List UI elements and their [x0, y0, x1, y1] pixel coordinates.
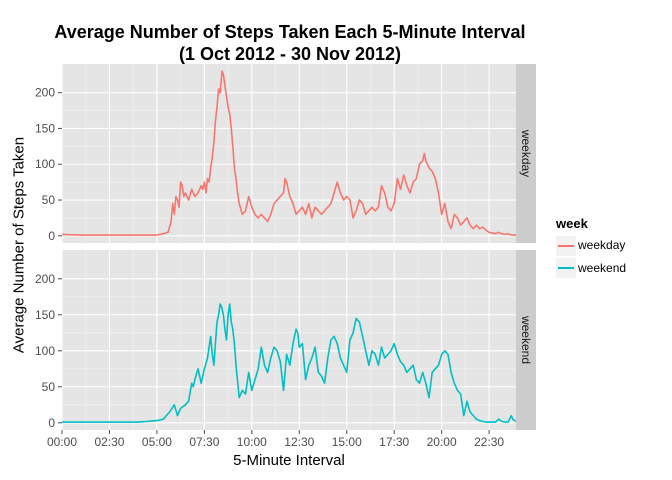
x-tick-label: 05:00 [142, 435, 172, 449]
y-tick-label: 150 [35, 308, 55, 322]
x-tick-label: 02:30 [94, 435, 124, 449]
series-line-weekday [61, 70, 516, 236]
facet-panel-weekday: 0 50 100 150 200 weekday [35, 64, 536, 243]
x-axis-label: 5-Minute Interval [233, 452, 345, 469]
legend-swatch-weekday [558, 245, 574, 247]
facet-strip-label-weekday: weekday [519, 129, 533, 177]
legend-label-weekday: weekday [578, 238, 626, 252]
x-tick-label: 12:30 [284, 435, 314, 449]
y-tick-label: 200 [35, 86, 55, 100]
facet-strip-weekday [516, 64, 536, 243]
x-tick-label: 07:30 [189, 435, 219, 449]
panel-background-weekday [62, 64, 516, 243]
y-tick-label: 0 [48, 416, 55, 430]
legend-label-weekend: weekend [578, 261, 627, 275]
x-tick-label: 15:00 [332, 435, 362, 449]
chart-title-line-2: (1 Oct 2012 - 30 Nov 2012) [178, 44, 402, 64]
x-tick-label: 10:00 [237, 435, 267, 449]
y-tick-label: 200 [35, 272, 55, 286]
legend-key-weekday [556, 236, 576, 256]
panel-background-weekend [62, 250, 516, 430]
x-tick-label: 17:30 [379, 435, 409, 449]
x-tick-label: 22:30 [474, 435, 504, 449]
series-line-weekend [62, 303, 517, 423]
chart-title-line-1: Average Number of Steps Taken Each 5-Min… [54, 22, 526, 42]
legend-title: week [556, 216, 588, 231]
y-tick-label: 50 [42, 193, 56, 207]
facet-strip-weekend [516, 250, 536, 430]
y-tick-label: 150 [35, 121, 55, 135]
y-tick-label: 50 [42, 380, 56, 394]
legend-swatch-weekend [558, 267, 574, 269]
facet-panel-weekend: 0 50 100 150 200 weekend [35, 250, 536, 430]
y-tick-label: 100 [35, 157, 55, 171]
y-tick-label: 100 [35, 344, 55, 358]
legend-key-weekend [556, 258, 576, 278]
y-tick-label: 0 [48, 229, 55, 243]
facet-strip-label-weekend: weekend [519, 315, 533, 364]
x-tick-label: 20:00 [427, 435, 457, 449]
x-tick-label: 00:00 [47, 435, 77, 449]
y-axis-label: Average Number of Steps Taken [10, 136, 28, 354]
